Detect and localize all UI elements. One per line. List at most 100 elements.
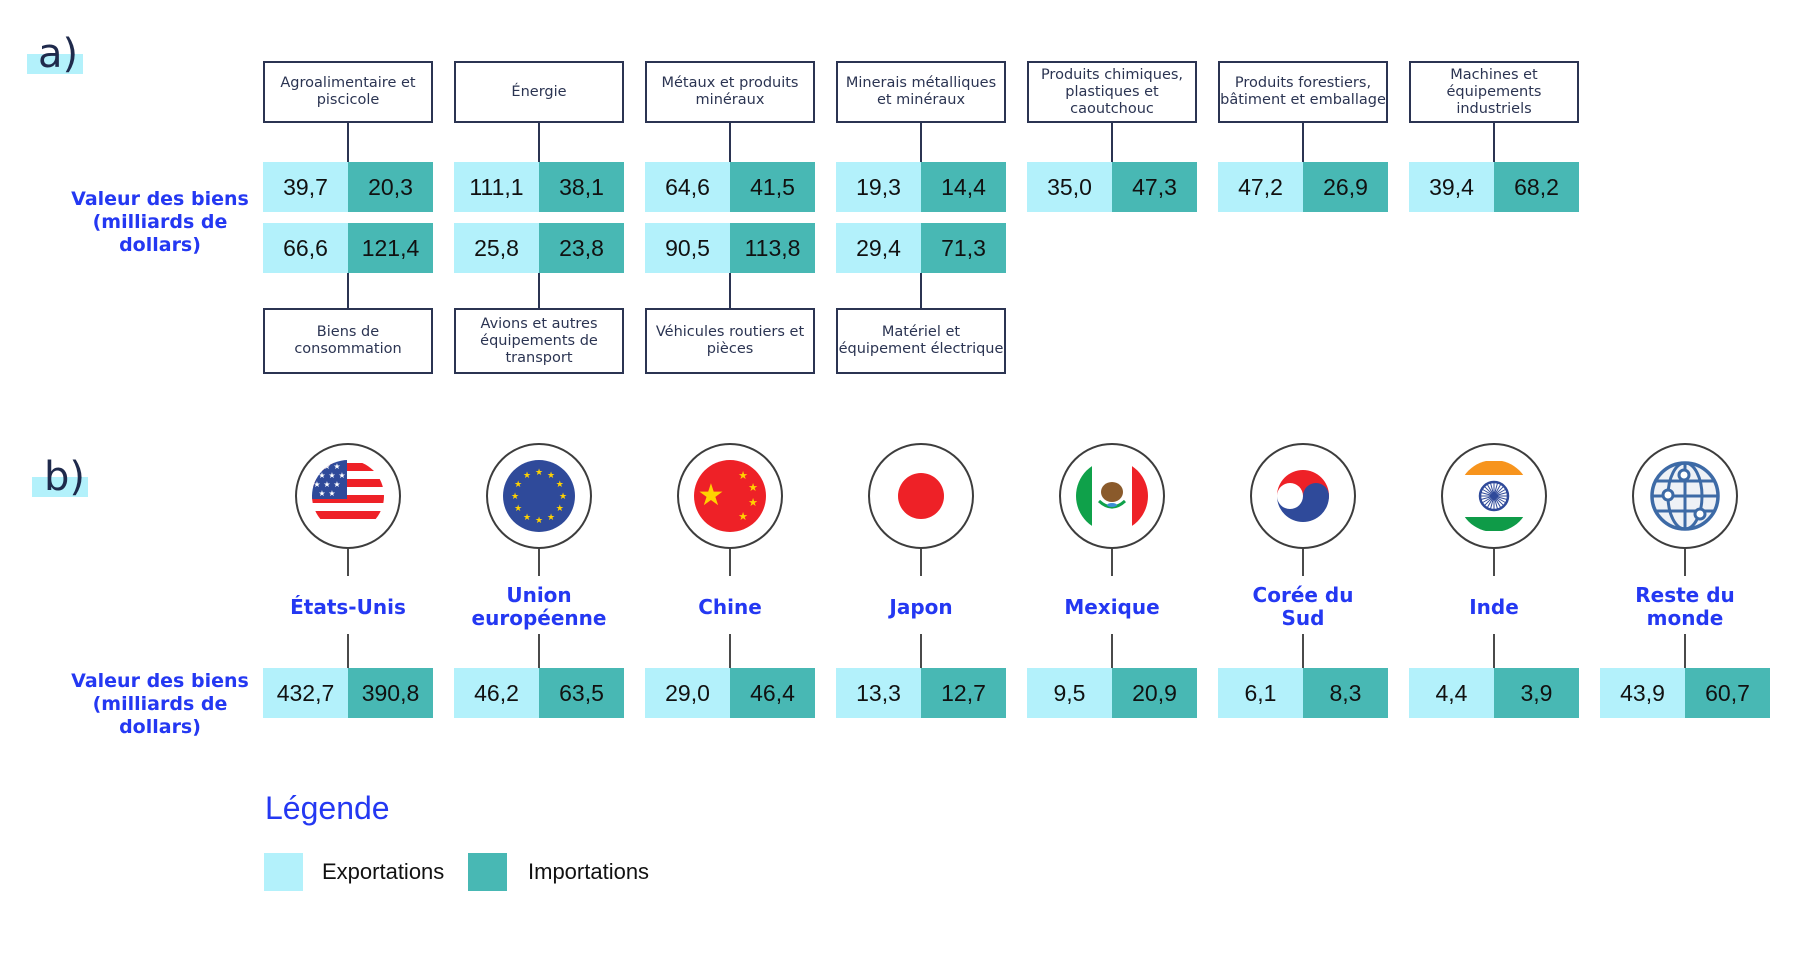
svg-text:★: ★: [313, 462, 320, 471]
japan-flag-icon: [884, 459, 958, 533]
import-value: 26,9: [1303, 162, 1388, 212]
export-value: 432,7: [263, 668, 348, 718]
category-label: Machines et équipements industriels: [1446, 66, 1542, 117]
category-box: Métaux et produits minéraux: [645, 61, 815, 123]
south-korea-flag-icon: [1266, 459, 1340, 533]
category-box: Machines et équipements industriels: [1409, 61, 1579, 123]
value-pair: 46,2 63,5: [454, 668, 624, 718]
connector-line: [347, 549, 349, 576]
india-flag-icon: [1457, 459, 1531, 533]
connector-line: [1302, 634, 1304, 668]
section-b-tag: b): [32, 455, 92, 505]
import-value: 12,7: [921, 668, 1006, 718]
mexico-flag-icon: [1075, 459, 1149, 533]
value-pair: 29,4 71,3: [836, 223, 1006, 273]
svg-text:★: ★: [511, 492, 519, 502]
import-value: 14,4: [921, 162, 1006, 212]
export-value: 6,1: [1218, 668, 1303, 718]
legend-label-imports: Importations: [528, 859, 650, 884]
category-box: Agroalimentaire et piscicole: [263, 61, 433, 123]
value-pair: 47,2 26,9: [1218, 162, 1388, 212]
category-box: Avions et autres équipements de transpor…: [454, 308, 624, 374]
connector-line: [347, 634, 349, 668]
export-value: 90,5: [645, 223, 730, 273]
category-label: Produits forestiers, bâtiment et emballa…: [1220, 75, 1386, 108]
partner-icon-circle: ★ ★ ★ ★ ★ ★ ★ ★ ★ ★ ★: [295, 443, 401, 549]
value-pair: 39,7 20,3: [263, 162, 433, 212]
connector-line: [729, 123, 731, 162]
export-value: 29,4: [836, 223, 921, 273]
connector-line: [920, 273, 922, 308]
export-value: 64,6: [645, 162, 730, 212]
export-value: 46,2: [454, 668, 539, 718]
connector-line: [1111, 123, 1113, 162]
partner-name: Japon: [889, 595, 953, 619]
china-flag-icon: ★ ★ ★ ★ ★: [693, 459, 767, 533]
connector-line: [1493, 634, 1495, 668]
connector-line: [1111, 634, 1113, 668]
import-value: 23,8: [539, 223, 624, 273]
svg-text:★: ★: [748, 481, 758, 494]
value-pair: 9,5 20,9: [1027, 668, 1197, 718]
category-box: Véhicules routiers et pièces: [645, 308, 815, 374]
category-label: Produits chimiques, plastiques et caoutc…: [1040, 66, 1184, 117]
import-value: 8,3: [1303, 668, 1388, 718]
export-value: 13,3: [836, 668, 921, 718]
svg-text:★: ★: [556, 480, 564, 490]
svg-text:★: ★: [738, 469, 748, 482]
value-pair: 35,0 47,3: [1027, 162, 1197, 212]
connector-line: [729, 634, 731, 668]
value-pair: 64,6 41,5: [645, 162, 815, 212]
eu-flag-icon: ★ ★ ★ ★ ★ ★ ★ ★ ★ ★ ★ ★: [502, 459, 576, 533]
svg-text:★: ★: [535, 516, 543, 526]
value-pair: 432,7 390,8: [263, 668, 433, 718]
connector-line: [347, 123, 349, 162]
connector-line: [1684, 549, 1686, 576]
connector-line: [920, 123, 922, 162]
connector-line: [1493, 549, 1495, 576]
section-b-value-label: Valeur des biens (milliards de dollars): [71, 670, 249, 738]
svg-text:★: ★: [323, 462, 330, 471]
connector-line: [1684, 634, 1686, 668]
value-pair: 13,3 12,7: [836, 668, 1006, 718]
value-pair: 6,1 8,3: [1218, 668, 1388, 718]
svg-text:★: ★: [514, 504, 522, 514]
svg-text:★: ★: [523, 513, 531, 523]
connector-line: [920, 549, 922, 576]
svg-text:★: ★: [338, 471, 345, 480]
value-pair: 19,3 14,4: [836, 162, 1006, 212]
import-value: 63,5: [539, 668, 624, 718]
svg-text:★: ★: [556, 504, 564, 514]
category-label: Matériel et équipement électrique: [838, 324, 1004, 357]
category-label: Minerais métalliques et minéraux: [845, 75, 997, 108]
svg-text:★: ★: [514, 480, 522, 490]
import-value: 41,5: [730, 162, 815, 212]
value-pair: 66,6 121,4: [263, 223, 433, 273]
export-value: 39,4: [1409, 162, 1494, 212]
connector-line: [729, 273, 731, 308]
section-a-tag: a): [27, 30, 87, 80]
partner-icon-circle: ★ ★ ★ ★ ★: [677, 443, 783, 549]
value-pair: 4,4 3,9: [1409, 668, 1579, 718]
svg-text:★: ★: [328, 471, 335, 480]
svg-text:★: ★: [535, 468, 543, 478]
import-value: 20,3: [348, 162, 433, 212]
export-value: 111,1: [454, 162, 539, 212]
export-value: 35,0: [1027, 162, 1112, 212]
svg-text:★: ★: [738, 510, 748, 523]
legend-swatch-imports: [468, 853, 507, 891]
connector-line: [1493, 123, 1495, 162]
category-box: Produits forestiers, bâtiment et emballa…: [1218, 61, 1388, 123]
import-value: 38,1: [539, 162, 624, 212]
svg-text:★: ★: [318, 471, 325, 480]
value-pair: 29,0 46,4: [645, 668, 815, 718]
value-pair: 111,1 38,1: [454, 162, 624, 212]
connector-line: [538, 634, 540, 668]
import-value: 390,8: [348, 668, 433, 718]
partner-name: Corée du Sud: [1252, 583, 1354, 630]
import-value: 71,3: [921, 223, 1006, 273]
category-box: Minerais métalliques et minéraux: [836, 61, 1006, 123]
svg-text:★: ★: [333, 480, 340, 489]
value-pair: 43,9 60,7: [1600, 668, 1770, 718]
category-label: Métaux et produits minéraux: [661, 75, 799, 108]
